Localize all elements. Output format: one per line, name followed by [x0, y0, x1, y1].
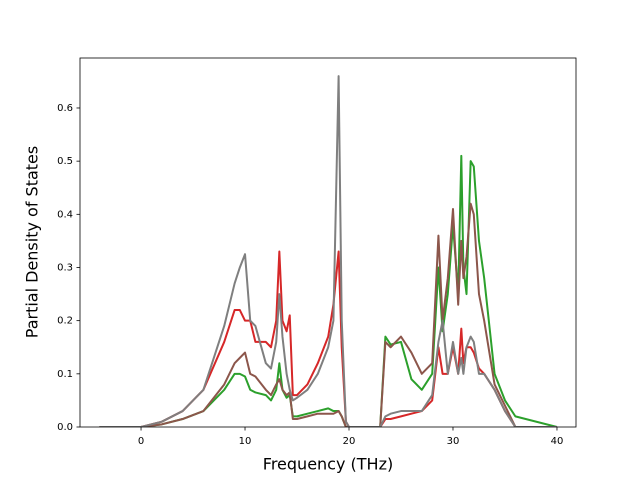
y-tick-label: 0.1 [57, 369, 73, 380]
y-tick-label: 0.0 [57, 422, 73, 433]
data-line [99, 75, 557, 427]
plot-frame [79, 57, 577, 428]
x-tick-label: 20 [343, 436, 356, 447]
x-tick-label: 10 [239, 436, 252, 447]
x-tick-label: 0 [138, 436, 144, 447]
x-tick-label: 30 [447, 436, 460, 447]
y-tick-label: 0.5 [57, 156, 73, 167]
x-axis-label: Frequency (THz) [263, 455, 393, 474]
y-tick-label: 0.2 [57, 316, 73, 327]
y-tick-label: 0.4 [57, 209, 73, 220]
y-axis-label: Partial Density of States [23, 146, 42, 338]
y-tick-label: 0.6 [57, 103, 73, 114]
data-line [99, 202, 557, 427]
x-tick-label: 40 [551, 436, 564, 447]
y-tick-label: 0.3 [57, 262, 73, 273]
